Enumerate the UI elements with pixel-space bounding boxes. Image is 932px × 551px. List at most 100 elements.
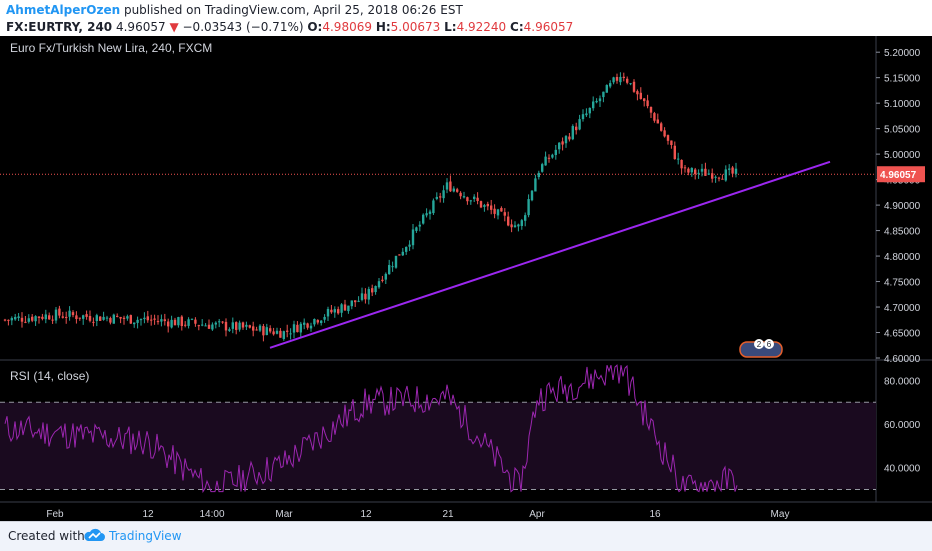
candle-body [547, 157, 551, 159]
candle-body [656, 119, 659, 124]
candle-body [374, 286, 377, 293]
candle-body [558, 142, 561, 150]
candle-body [449, 181, 452, 192]
candle-body [218, 321, 221, 323]
candle-body [109, 318, 112, 323]
candle-body [619, 76, 622, 83]
candle-body [666, 135, 670, 141]
candle-body [394, 255, 398, 268]
chart-title: Euro Fx/Turkish New Lira, 240, FXCM [10, 41, 212, 55]
candle-body [326, 308, 330, 317]
candle-body [388, 265, 391, 275]
candle-body [724, 169, 727, 181]
candle-body [592, 101, 595, 109]
candle-body [401, 251, 404, 256]
candle-body [411, 229, 415, 246]
time-tick-label: Apr [529, 509, 545, 520]
time-tick-label: 16 [649, 509, 661, 520]
candle-body [85, 314, 88, 317]
candle-body [711, 173, 714, 179]
candle-body [500, 207, 503, 212]
tradingview-brand[interactable]: TradingView [109, 529, 182, 543]
candle-body [456, 189, 459, 192]
candle-body [133, 322, 136, 325]
candle-body [190, 318, 194, 320]
candle-body [231, 322, 234, 329]
candle-body [517, 224, 520, 227]
candle-body [428, 211, 432, 214]
candle-body [513, 225, 517, 228]
candle-body [177, 317, 180, 326]
candle-body [462, 196, 466, 198]
candle-body [313, 318, 316, 325]
candle-body [568, 136, 571, 140]
high-value: 5.00673 [390, 20, 441, 34]
candle-body [71, 312, 75, 316]
candle-body [207, 324, 211, 329]
candle-body [299, 323, 302, 333]
last-price: 4.96057 [115, 20, 166, 34]
candle-body [707, 173, 710, 175]
candle-body [469, 200, 472, 202]
candle-body [282, 331, 285, 339]
event-badge-dot [754, 339, 764, 349]
candle-body [112, 314, 115, 324]
price-tick-label: 5.00000 [884, 150, 921, 161]
candle-body [333, 309, 336, 313]
candle-body [734, 168, 738, 174]
candle-body [31, 316, 34, 321]
candle-body [88, 316, 92, 321]
candle-body [700, 168, 704, 172]
candle-body [337, 309, 340, 314]
author-link[interactable]: AhmetAlperOzen [6, 3, 121, 17]
candle-body [588, 107, 591, 114]
candle-body [105, 317, 109, 319]
candle-body [377, 281, 381, 288]
candle-body [632, 81, 636, 92]
candle-body [163, 319, 166, 322]
candle-body [116, 315, 119, 317]
candle-body [211, 324, 214, 330]
candle-body [58, 308, 61, 316]
rsi-tick-label: 80.0000 [884, 376, 921, 387]
time-tick-label: 14:00 [199, 509, 224, 520]
candle-body [340, 304, 343, 313]
chart-svg[interactable]: Euro Fx/Turkish New Lira, 240, FXCM RSI … [0, 36, 932, 521]
candle-body [581, 114, 585, 120]
candle-body [677, 158, 680, 160]
candle-body [24, 321, 27, 323]
candle-body [612, 77, 615, 83]
candle-body [360, 293, 364, 300]
candle-body [687, 168, 690, 173]
candle-body [221, 321, 224, 323]
candle-body [323, 316, 326, 320]
candle-body [275, 330, 279, 334]
chart-area[interactable]: Euro Fx/Turkish New Lira, 240, FXCM RSI … [0, 36, 932, 521]
candle-body [238, 322, 241, 330]
candle-body [503, 212, 506, 216]
candle-body [82, 315, 85, 319]
candle-body [258, 325, 262, 331]
candle-body [537, 172, 540, 178]
down-arrow-icon: ▼ [169, 20, 179, 34]
candle-body [561, 141, 564, 145]
candle-body [3, 319, 7, 321]
candle-body [571, 126, 574, 140]
price-tick-label: 5.20000 [884, 48, 921, 59]
candle-body [20, 317, 24, 322]
candle-body [507, 216, 510, 226]
candle-body [459, 192, 462, 197]
published-text: published on TradingView.com, April 25, … [123, 3, 463, 17]
candle-body [241, 322, 245, 328]
candle-body [214, 322, 217, 325]
price-tick-label: 5.15000 [884, 74, 921, 85]
tradingview-cloud-icon[interactable] [82, 527, 106, 543]
trendline [269, 160, 831, 349]
candle-body [605, 85, 608, 93]
candle-body [150, 319, 153, 321]
candle-body [622, 76, 625, 78]
candle-body [17, 316, 20, 319]
candle-body [381, 279, 384, 281]
candle-body [122, 317, 126, 320]
candle-body [357, 300, 360, 302]
